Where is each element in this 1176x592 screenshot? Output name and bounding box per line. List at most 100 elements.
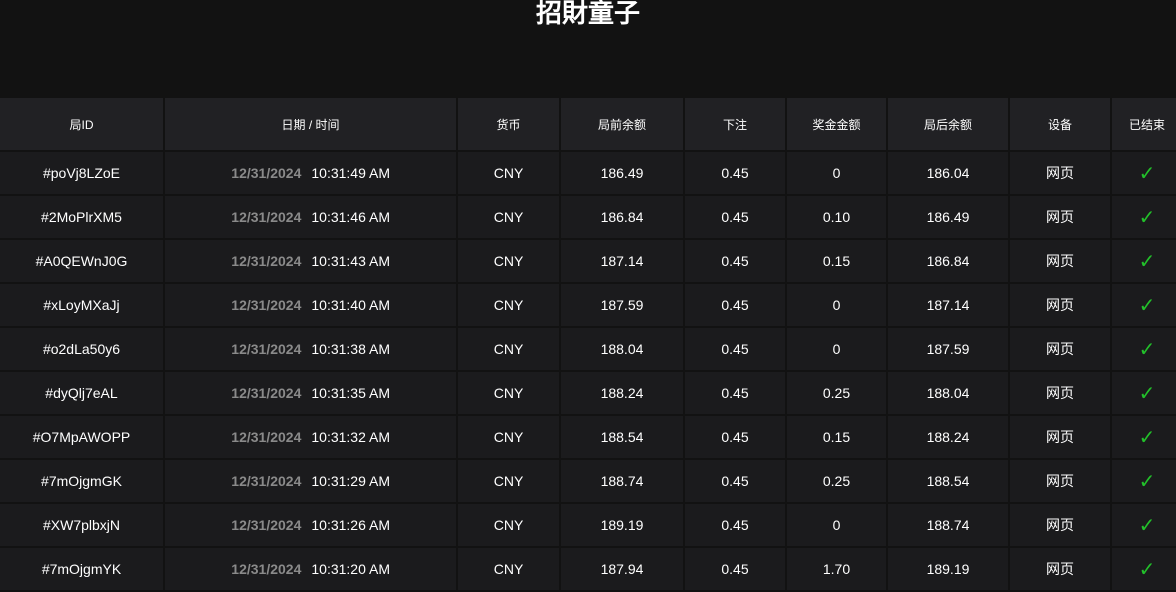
win-amount: 0: [787, 152, 886, 194]
currency: CNY: [458, 548, 559, 590]
date: 12/31/2024: [231, 165, 302, 181]
date-time: 12/31/2024 10:31:26 AM: [165, 504, 456, 546]
device: 网页: [1010, 328, 1110, 370]
check-icon: ✓: [1138, 558, 1156, 581]
currency: CNY: [458, 328, 559, 370]
check-icon: ✓: [1138, 426, 1156, 449]
balance-after: 187.14: [888, 284, 1008, 326]
win-amount: 0: [787, 284, 886, 326]
win-amount: 0.10: [787, 196, 886, 238]
check-icon: ✓: [1138, 382, 1156, 405]
round-id: #o2dLa50y6: [0, 328, 163, 370]
balance-before: 188.24: [561, 372, 683, 414]
column-header-win-amount: 奖金金额: [787, 98, 886, 150]
date: 12/31/2024: [231, 209, 302, 225]
table-row[interactable]: #A0QEWnJ0G 12/31/2024 10:31:43 AM CNY 187.14…: [0, 240, 1176, 282]
column-header-bet: 下注: [685, 98, 785, 150]
balance-before: 188.54: [561, 416, 683, 458]
date: 12/31/2024: [231, 297, 302, 313]
table-row[interactable]: #dyQlj7eAL 12/31/2024 10:31:35 AM CNY 188.24…: [0, 372, 1176, 414]
currency: CNY: [458, 152, 559, 194]
date: 12/31/2024: [231, 473, 302, 489]
round-id: #7mOjgmGK: [0, 460, 163, 502]
bet: 0.45: [685, 372, 785, 414]
device: 网页: [1010, 152, 1110, 194]
time: 10:31:35 AM: [311, 385, 390, 401]
win-amount: 0: [787, 328, 886, 370]
date-time: 12/31/2024 10:31:43 AM: [165, 240, 456, 282]
date-time: 12/31/2024 10:31:46 AM: [165, 196, 456, 238]
balance-before: 187.59: [561, 284, 683, 326]
bet: 0.45: [685, 328, 785, 370]
win-amount: 0: [787, 504, 886, 546]
date-time: 12/31/2024 10:31:32 AM: [165, 416, 456, 458]
date-time: 12/31/2024 10:31:40 AM: [165, 284, 456, 326]
device: 网页: [1010, 548, 1110, 590]
bet: 0.45: [685, 460, 785, 502]
finished: ✓: [1112, 504, 1176, 546]
win-amount: 0.25: [787, 372, 886, 414]
check-icon: ✓: [1138, 162, 1156, 185]
device: 网页: [1010, 416, 1110, 458]
balance-before: 189.19: [561, 504, 683, 546]
check-icon: ✓: [1138, 294, 1156, 317]
balance-before: 186.84: [561, 196, 683, 238]
page-title: 招財童子: [535, 0, 640, 28]
currency: CNY: [458, 372, 559, 414]
device: 网页: [1010, 196, 1110, 238]
date: 12/31/2024: [231, 385, 302, 401]
table-row[interactable]: #o2dLa50y6 12/31/2024 10:31:38 AM CNY 188.04…: [0, 328, 1176, 370]
table-row[interactable]: #7mOjgmGK 12/31/2024 10:31:29 AM CNY 188.74 0…: [0, 460, 1176, 502]
finished: ✓: [1112, 284, 1176, 326]
date: 12/31/2024: [231, 561, 302, 577]
balance-before: 186.49: [561, 152, 683, 194]
column-header-currency: 货币: [458, 98, 559, 150]
table-row[interactable]: #poVj8LZoE 12/31/2024 10:31:49 AM CNY 186.49…: [0, 152, 1176, 194]
time: 10:31:46 AM: [311, 209, 390, 225]
balance-after: 188.54: [888, 460, 1008, 502]
time: 10:31:26 AM: [311, 517, 390, 533]
bet: 0.45: [685, 504, 785, 546]
round-id: #dyQlj7eAL: [0, 372, 163, 414]
table-row[interactable]: #XW7plbxjN 12/31/2024 10:31:26 AM CNY 189.19…: [0, 504, 1176, 546]
column-header-date-time: 日期 / 时间: [165, 98, 456, 150]
check-icon: ✓: [1138, 338, 1156, 361]
currency: CNY: [458, 416, 559, 458]
finished: ✓: [1112, 548, 1176, 590]
bet: 0.45: [685, 416, 785, 458]
balance-after: 188.74: [888, 504, 1008, 546]
history-table: 局ID 日期 / 时间 货币 局前余额 下注 奖金金额 局后余额 设备 已结束 #poVj8LZ…: [0, 96, 1176, 592]
check-icon: ✓: [1138, 514, 1156, 537]
table-row[interactable]: #2MoPlrXM5 12/31/2024 10:31:46 AM CNY 186.84…: [0, 196, 1176, 238]
time: 10:31:32 AM: [311, 429, 390, 445]
currency: CNY: [458, 460, 559, 502]
finished: ✓: [1112, 240, 1176, 282]
bet: 0.45: [685, 240, 785, 282]
table-row[interactable]: #7mOjgmYK 12/31/2024 10:31:20 AM CNY 187.94 0…: [0, 548, 1176, 590]
win-amount: 0.15: [787, 416, 886, 458]
win-amount: 0.15: [787, 240, 886, 282]
bet: 0.45: [685, 284, 785, 326]
round-id: #XW7plbxjN: [0, 504, 163, 546]
balance-after: 187.59: [888, 328, 1008, 370]
table-row[interactable]: #O7MpAWOPP 12/31/2024 10:31:32 AM CNY 188.54…: [0, 416, 1176, 458]
table-row[interactable]: #xLoyMXaJj 12/31/2024 10:31:40 AM CNY 187.59…: [0, 284, 1176, 326]
balance-before: 187.94: [561, 548, 683, 590]
round-id: #poVj8LZoE: [0, 152, 163, 194]
date: 12/31/2024: [231, 517, 302, 533]
date-time: 12/31/2024 10:31:20 AM: [165, 548, 456, 590]
bet: 0.45: [685, 196, 785, 238]
balance-before: 187.14: [561, 240, 683, 282]
finished: ✓: [1112, 460, 1176, 502]
date-time: 12/31/2024 10:31:49 AM: [165, 152, 456, 194]
column-header-finished: 已结束: [1112, 98, 1176, 150]
date: 12/31/2024: [231, 253, 302, 269]
round-id: #O7MpAWOPP: [0, 416, 163, 458]
round-id: #xLoyMXaJj: [0, 284, 163, 326]
currency: CNY: [458, 196, 559, 238]
win-amount: 1.70: [787, 548, 886, 590]
column-header-balance-before: 局前余额: [561, 98, 683, 150]
date: 12/31/2024: [231, 341, 302, 357]
balance-after: 189.19: [888, 548, 1008, 590]
date-time: 12/31/2024 10:31:35 AM: [165, 372, 456, 414]
